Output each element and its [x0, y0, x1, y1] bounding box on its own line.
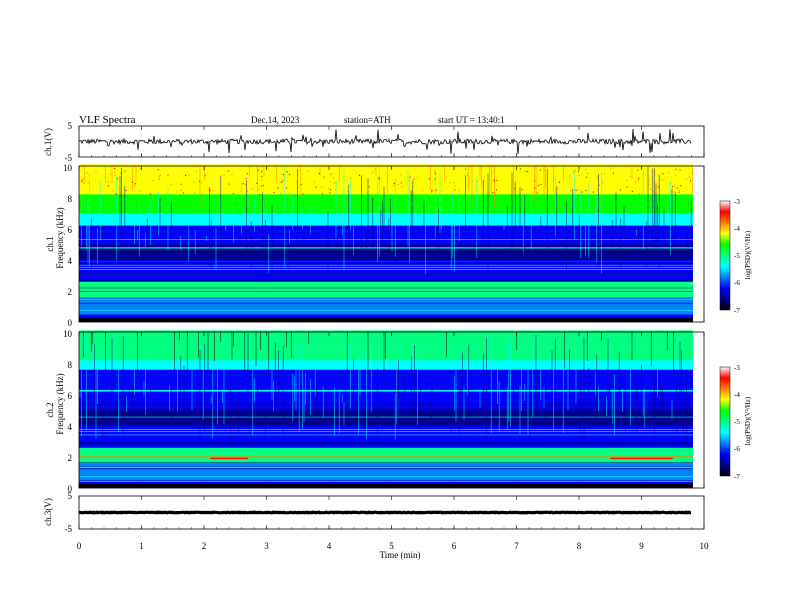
ch3-ytick-bottom: -5 — [65, 524, 73, 534]
ch1-ytick-8: 8 — [68, 194, 73, 204]
ch1-ytick-4: 4 — [68, 256, 73, 266]
time-tick-label: 9 — [639, 541, 644, 551]
ch1-ytick-top: 5 — [68, 121, 73, 131]
ch2-cbar-tick-6: -6 — [734, 445, 740, 453]
ch1-cbar-tick-3: -3 — [734, 198, 740, 206]
ch1-colorbar-gradient — [719, 200, 731, 311]
time-tick-label: 3 — [264, 541, 269, 551]
time-tick-label: 2 — [202, 541, 207, 551]
ch1-cbar-tick-5: -5 — [734, 252, 740, 260]
ch2-colorbar-label: log(PSD)(V²/Hz) — [744, 396, 752, 445]
ch3-voltage-label: ch.3(V) — [43, 498, 53, 526]
time-tick-label: 1 — [139, 541, 144, 551]
ch1-colorbar: -3 -4 -5 -6 -7 log(PSD)(V²/Hz) — [719, 198, 752, 315]
date-label: Dec.14, 2023 — [251, 115, 300, 125]
ch2-ytick-4: 4 — [68, 422, 73, 432]
time-tick-label: 8 — [577, 541, 582, 551]
ch1-frequency-label: Frequency (kHz) — [55, 207, 65, 268]
ch1-cbar-tick-4: -4 — [734, 225, 740, 233]
ch1-cbar-tick-6: -6 — [734, 279, 740, 287]
time-tick-label: 4 — [327, 541, 332, 551]
station-label: station=ATH — [344, 115, 391, 125]
time-tick-label: 10 — [700, 541, 710, 551]
ch1-spectrogram — [79, 164, 704, 323]
ch2-spectrogram-panel: 10 8 6 4 2 0 ch.2 Frequency (kHz) — [45, 329, 705, 494]
time-axis-label: Time (min) — [380, 550, 421, 560]
ch1-colorbar-label: log(PSD)(V²/Hz) — [744, 230, 752, 279]
ch2-ytick-8: 8 — [68, 360, 73, 370]
figure-title: VLF Spectra — [79, 114, 136, 126]
ch3-voltage-trace — [78, 510, 691, 515]
ch2-ytick-10: 10 — [63, 329, 73, 339]
time-axis: Time (min) 0 1 2 3 4 5 6 7 8 9 10 — [77, 126, 709, 560]
ch2-ytick-2: 2 — [68, 453, 73, 463]
start-time-label: start UT = 13:40:1 — [438, 115, 505, 125]
ch1-cbar-tick-7: -7 — [734, 307, 740, 315]
ch1-ytick-0: 0 — [68, 318, 73, 328]
ch1-channel-label: ch.1 — [45, 236, 55, 251]
ch2-cbar-tick-3: -3 — [734, 364, 740, 372]
ch2-frequency-label: Frequency (kHz) — [55, 373, 65, 434]
ch1-spectrogram-panel: 10 8 6 4 2 0 ch.1 Frequency (kHz) — [45, 163, 705, 328]
ch2-channel-label: ch.2 — [45, 402, 55, 417]
ch2-cbar-tick-7: -7 — [734, 473, 740, 481]
ch2-colorbar-gradient — [719, 366, 731, 477]
ch1-ytick-bottom: -5 — [65, 153, 73, 163]
ch1-ytick-10: 10 — [63, 163, 73, 173]
ch2-cbar-tick-5: -5 — [734, 418, 740, 426]
ch2-ytick-6: 6 — [68, 391, 73, 401]
ch2-colorbar: -3 -4 -5 -6 -7 log(PSD)(V²/Hz) — [719, 364, 752, 481]
ch1-ytick-2: 2 — [68, 287, 73, 297]
ch2-ytick-0: 0 — [68, 484, 73, 494]
time-tick-label: 6 — [452, 541, 457, 551]
ch1-voltage-panel: 5 -5 ch.1(V) — [43, 121, 705, 163]
ch1-ytick-6: 6 — [68, 225, 73, 235]
time-tick-label: 0 — [77, 541, 82, 551]
ch1-voltage-label: ch.1(V) — [43, 128, 53, 156]
ch2-spectrogram — [79, 330, 704, 489]
ch2-cbar-tick-4: -4 — [734, 391, 740, 399]
ch3-ytick-top: 5 — [68, 491, 73, 501]
ch3-voltage-panel: 5 -5 ch.3(V) — [43, 491, 705, 534]
time-tick-label: 5 — [389, 541, 394, 551]
ch1-voltage-trace — [78, 128, 692, 155]
time-tick-label: 7 — [514, 541, 519, 551]
